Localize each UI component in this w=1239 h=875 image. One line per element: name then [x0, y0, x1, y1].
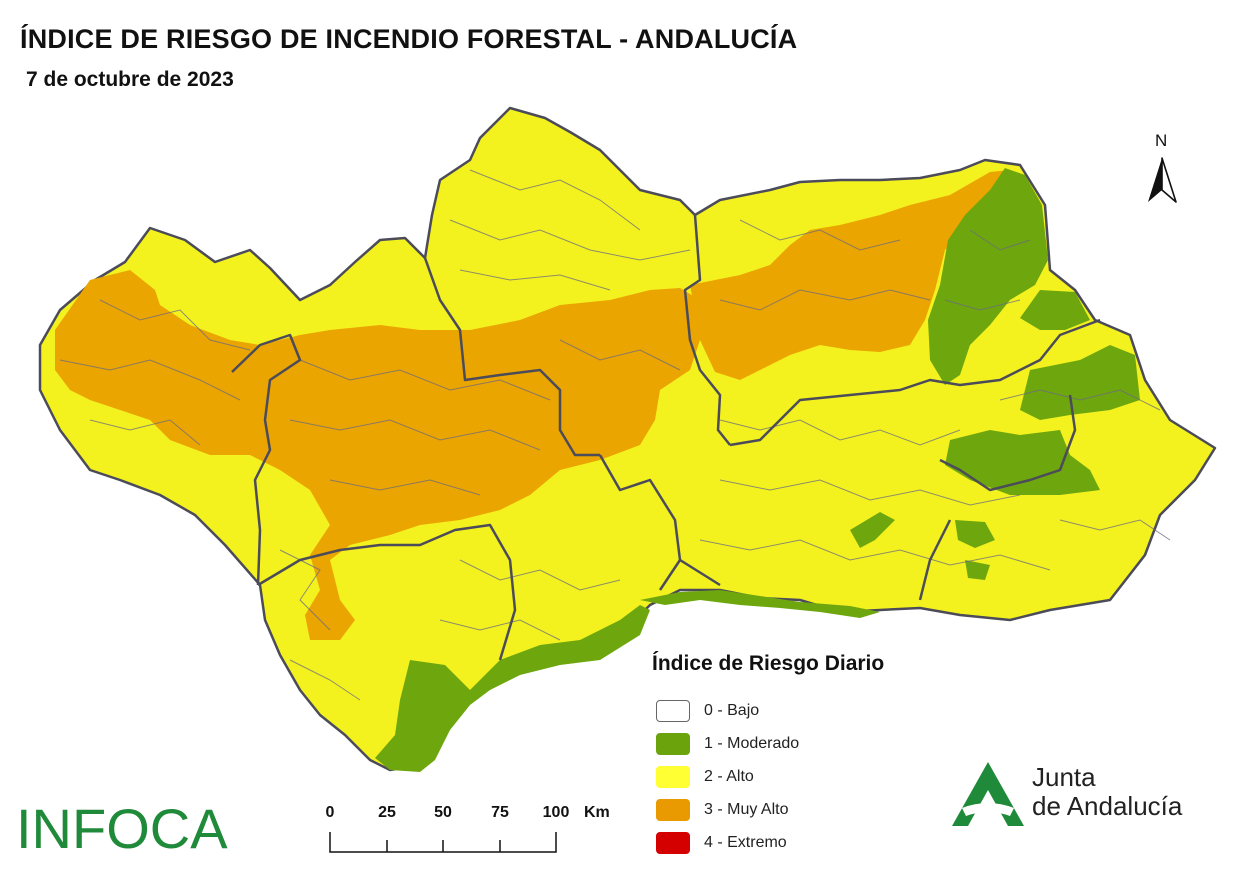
north-label: N — [1155, 131, 1168, 150]
legend-label: 2 - Alto — [704, 767, 754, 785]
scale-unit: Km — [584, 804, 610, 821]
legend-swatch — [656, 699, 690, 722]
very-high-zone-west — [55, 270, 700, 640]
moderate-zone-almeria-north — [1020, 290, 1090, 330]
junta-andalucia-wordmark: Junta de Andalucía — [1032, 763, 1182, 821]
legend-item-moderado: 1 - Moderado — [652, 727, 952, 760]
legend-label: 0 - Bajo — [704, 701, 760, 719]
infoca-logo: INFOCA — [16, 797, 228, 860]
very-high-zone-east — [690, 170, 1010, 380]
legend: Índice de Riesgo Diario 0 - Bajo 1 - Mod… — [652, 652, 952, 859]
junta-andalucia-logo-icon — [952, 762, 1024, 826]
legend-item-alto: 2 - Alto — [652, 760, 952, 793]
moderate-zone-alpujarra — [955, 520, 995, 548]
legend-swatch — [656, 831, 690, 854]
legend-item-muy-alto: 3 - Muy Alto — [652, 793, 952, 826]
junta-line1: Junta — [1032, 762, 1096, 792]
legend-swatch — [656, 765, 690, 788]
legend-item-extremo: 4 - Extremo — [652, 826, 952, 859]
moderate-zone-almeria-mid — [1020, 345, 1140, 420]
moderate-zone-malaga-coast — [375, 605, 650, 772]
scale-bar: 0 25 50 75 100 Km — [300, 798, 630, 858]
moderate-zone-sierra-nevada — [850, 512, 895, 548]
legend-label: 4 - Extremo — [704, 833, 787, 851]
north-arrow-icon — [1148, 157, 1177, 203]
scale-bar-line — [329, 832, 557, 853]
moderate-zone-baza — [945, 430, 1100, 495]
scale-tick-label: 75 — [491, 804, 509, 821]
moderate-zone-coast-granada — [640, 590, 880, 618]
legend-swatch — [656, 732, 690, 755]
scale-tick-label: 0 — [325, 804, 335, 821]
map-date: 7 de octubre de 2023 — [26, 68, 234, 91]
scale-tick-label: 100 — [542, 804, 570, 821]
junta-line2: de Andalucía — [1032, 791, 1183, 821]
moderate-zone-small — [965, 560, 990, 580]
legend-item-bajo: 0 - Bajo — [652, 694, 952, 727]
legend-label: 1 - Moderado — [704, 734, 800, 752]
scale-tick-label: 50 — [434, 804, 452, 821]
map-title: ÍNDICE DE RIESGO DE INCENDIO FORESTAL - … — [20, 24, 798, 54]
provincial-borders — [231, 214, 1101, 661]
scale-tick-label: 25 — [378, 804, 396, 821]
legend-swatch — [656, 798, 690, 821]
moderate-zone-cazorla — [928, 168, 1048, 385]
legend-label: 3 - Muy Alto — [704, 800, 789, 818]
legend-title: Índice de Riesgo Diario — [652, 652, 885, 675]
